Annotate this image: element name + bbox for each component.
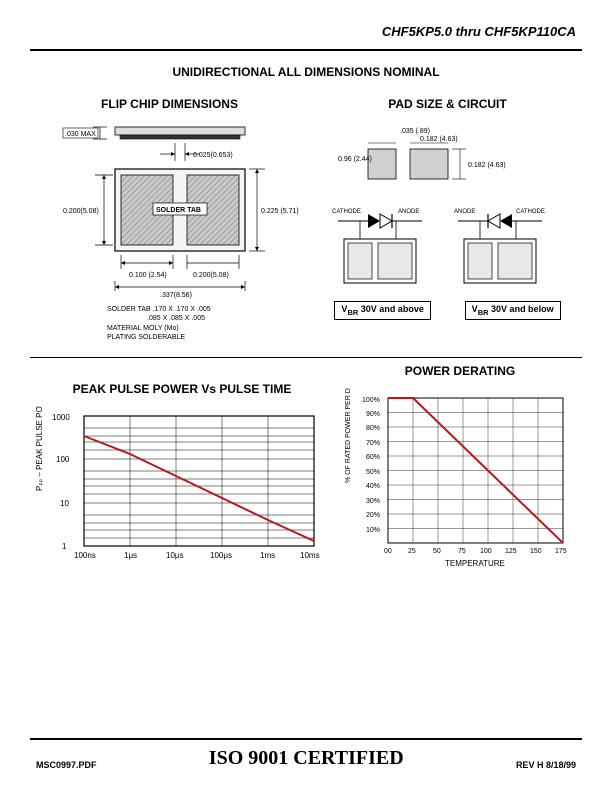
peak-y2: 100 <box>56 455 70 464</box>
chart-row: PEAK PULSE POWER Vs PULSE TIME Pₚₚ – PEA… <box>0 364 612 578</box>
der-xlabel: TEMPERATURE <box>445 559 505 568</box>
der-y5: 60% <box>366 454 380 461</box>
dim-w2: 0.200(5.08) <box>193 272 229 279</box>
der-y6: 70% <box>366 440 380 447</box>
derating-chart-title: POWER DERATING <box>340 364 580 378</box>
pad-h: 0.182 (4.63) <box>468 162 506 169</box>
der-y3: 40% <box>366 483 380 490</box>
derating-chart-block: POWER DERATING % OF RATED POWER PER DEGR… <box>340 364 580 578</box>
der-y0: 10% <box>366 527 380 534</box>
der-x2: 50 <box>433 548 441 555</box>
peak-chart-block: PEAK PULSE POWER Vs PULSE TIME Pₚₚ – PEA… <box>32 364 332 576</box>
peak-x1: 1μs <box>124 551 137 560</box>
footer-center: ISO 9001 CERTIFIED <box>209 747 404 770</box>
footer-right: REV H 8/18/99 <box>516 760 576 770</box>
pad-w1: 0.96 (2.44) <box>338 156 372 163</box>
der-x1: 25 <box>408 548 416 555</box>
label-cathode-2: CATHODE <box>516 209 545 215</box>
footer-left: MSC0997.PDF <box>36 760 97 770</box>
der-y8: 90% <box>366 411 380 418</box>
circuit-above: CATHODE ANODE <box>332 209 422 283</box>
vbr-below-text: 30V and below <box>491 304 554 314</box>
der-x3: 75 <box>458 548 466 555</box>
der-y2: 30% <box>366 498 380 505</box>
solder-tab-label: SOLDER TAB <box>156 207 201 214</box>
peak-line <box>84 436 314 541</box>
dim-ow: .337(8.56) <box>160 292 192 299</box>
derating-chart: % OF RATED POWER PER DEGREE C <box>340 388 580 578</box>
peak-y3: 1000 <box>52 413 70 422</box>
divider <box>30 49 582 51</box>
note1: SOLDER TAB .170 X .170 X .005 <box>107 306 211 313</box>
vbr-sub2: BR <box>478 308 489 317</box>
dim-top: .030 MAX <box>65 131 96 138</box>
footer: MSC0997.PDF ISO 9001 CERTIFIED REV H 8/1… <box>0 747 612 770</box>
vbr-sub: BR <box>347 308 358 317</box>
note3: MATERIAL MOLY (Mo) <box>107 325 179 332</box>
vbr-above-text: 30V and above <box>361 304 424 314</box>
der-y1: 20% <box>366 512 380 519</box>
dim-h: 0.200(5.08) <box>63 208 99 215</box>
pad-w3: 0.182 (4.63) <box>420 136 458 143</box>
der-x6: 150 <box>530 548 542 555</box>
header-title: CHF5KP5.0 thru CHF5KP110CA <box>0 0 612 43</box>
peak-x2: 10μs <box>166 551 184 560</box>
der-x0: 00 <box>384 548 392 555</box>
pad-block: PAD SIZE & CIRCUIT .035 (.89) 0.182 (4.6… <box>318 97 578 341</box>
divider-3 <box>30 738 582 740</box>
pad-w2: .035 (.89) <box>400 128 430 135</box>
peak-x4: 1ms <box>260 551 275 560</box>
peak-ylabel: Pₚₚ – PEAK PULSE POWER – kW <box>35 406 44 491</box>
der-y4: 50% <box>366 469 380 476</box>
flipchip-block: FLIP CHIP DIMENSIONS .030 MAX 0.025(0.65… <box>35 97 305 341</box>
pad-title: PAD SIZE & CIRCUIT <box>318 97 578 111</box>
label-anode-1: ANODE <box>398 209 419 215</box>
der-x5: 125 <box>505 548 517 555</box>
vbr-below-box: VBR 30V and below <box>465 301 561 320</box>
dim-w1: 0.100 (2.54) <box>129 272 167 279</box>
der-x4: 100 <box>480 548 492 555</box>
peak-chart: Pₚₚ – PEAK PULSE POWER – kW 1 <box>32 406 332 576</box>
der-x7: 175 <box>555 548 567 555</box>
peak-x0: 100ns <box>74 551 96 560</box>
circuit-below: ANODE CATHODE <box>454 209 545 283</box>
note4: PLATING SOLDERABLE <box>107 334 185 341</box>
peak-x5: 10ms <box>300 551 320 560</box>
flipchip-title: FLIP CHIP DIMENSIONS <box>35 97 305 111</box>
diagram-row-1: FLIP CHIP DIMENSIONS .030 MAX 0.025(0.65… <box>0 97 612 341</box>
flipchip-diagram: .030 MAX 0.025(0.653) SOLDE <box>35 121 305 341</box>
peak-chart-title: PEAK PULSE POWER Vs PULSE TIME <box>32 382 332 396</box>
label-cathode-1: CATHODE <box>332 209 361 215</box>
section-title-1: UNIDIRECTIONAL ALL DIMENSIONS NOMINAL <box>0 65 612 79</box>
der-ylabel: % OF RATED POWER PER DEGREE C <box>345 388 352 483</box>
divider-2 <box>30 357 582 358</box>
dim-oh: 0.225 (5.71) <box>261 208 299 215</box>
label-anode-2: ANODE <box>454 209 475 215</box>
vbr-above-box: VBR 30V and above <box>334 301 430 320</box>
peak-y0: 1 <box>62 542 67 551</box>
peak-y1: 10 <box>60 499 69 508</box>
der-y9: 100% <box>362 397 380 404</box>
peak-x3: 100μs <box>210 551 232 560</box>
note2: .085 X .085 X .005 <box>147 315 205 322</box>
der-y7: 80% <box>366 425 380 432</box>
dim-gap: 0.025(0.653) <box>193 152 233 159</box>
